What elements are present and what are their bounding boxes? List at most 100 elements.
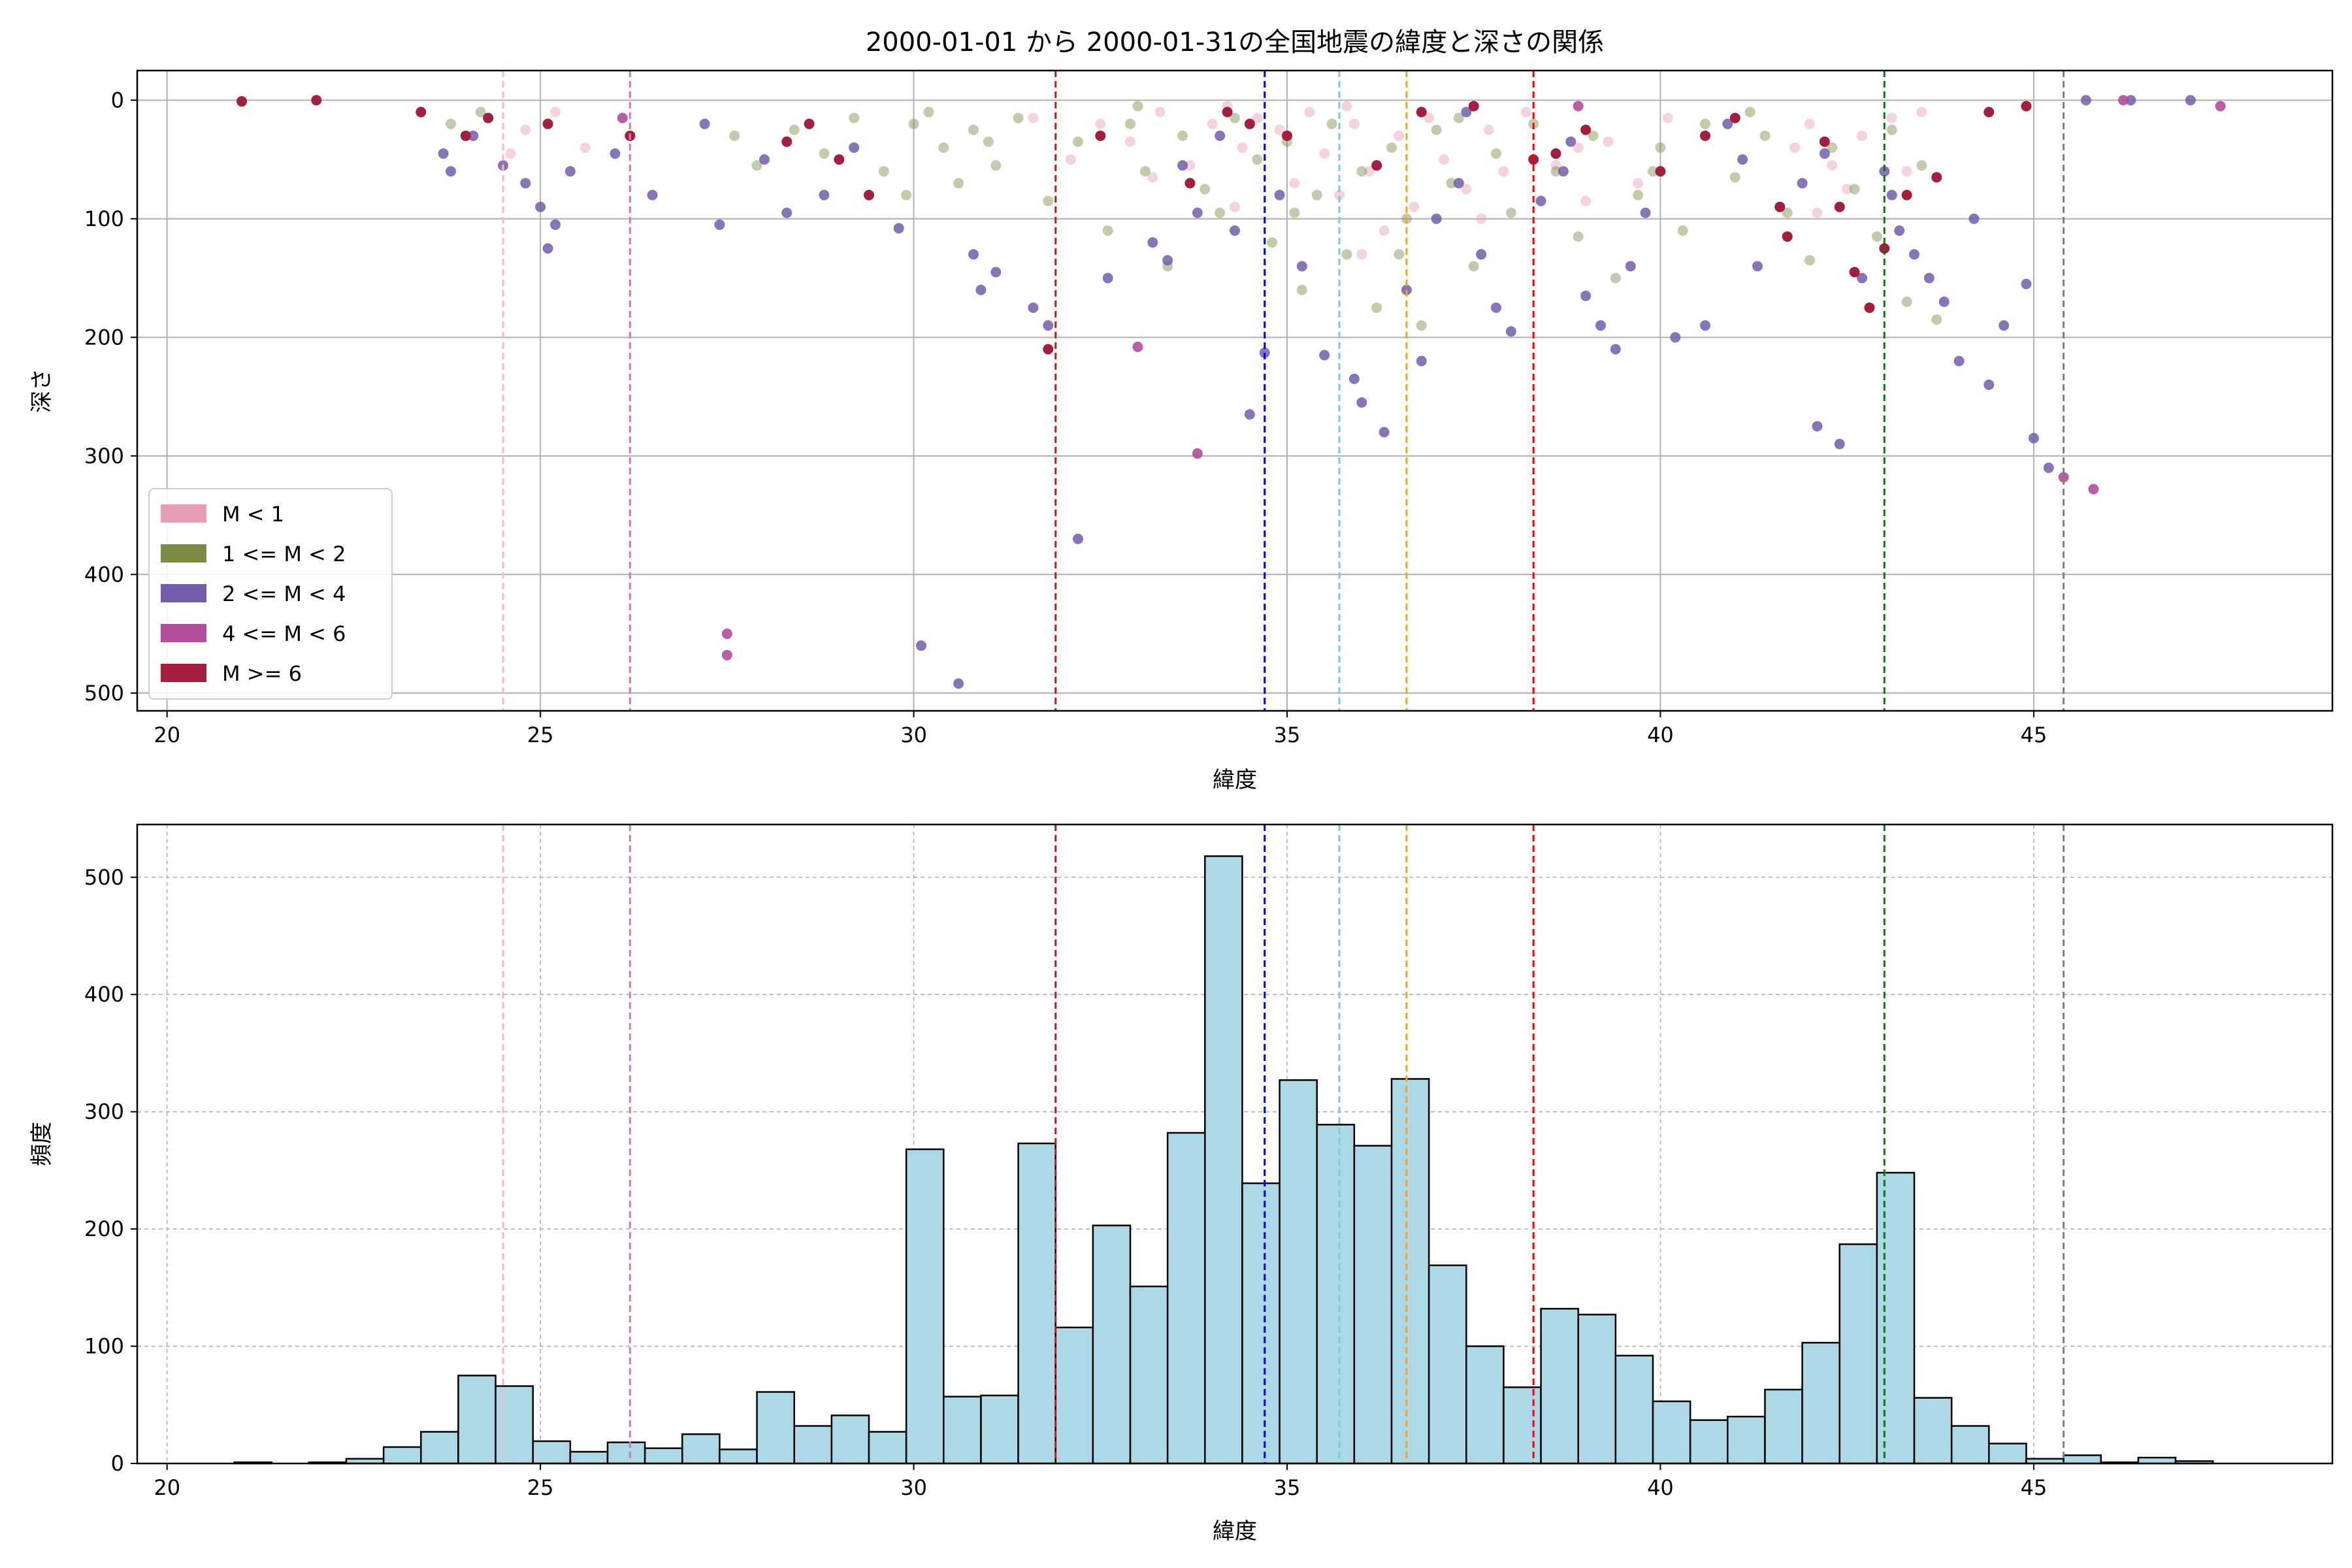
scatter-point-2-4: [520, 178, 531, 189]
scatter-point-0-32: [1603, 136, 1614, 147]
scatter-point-0-45: [1476, 213, 1487, 224]
scatter-point-0-5: [1065, 154, 1076, 165]
scatter-point-1-17: [1102, 225, 1113, 236]
scatter-point-4-36: [1244, 118, 1255, 129]
scatter-point-0-35: [1789, 142, 1801, 153]
scatter-point-0-44: [1356, 249, 1367, 260]
scatter-point-1-40: [1491, 148, 1501, 159]
scatter-point-1-39: [1468, 261, 1479, 272]
scatter-point-1-55: [1827, 142, 1838, 153]
scatter-point-2-30: [1215, 130, 1226, 141]
scatter-point-1-62: [1289, 207, 1300, 218]
scatter-point-2-29: [1192, 207, 1203, 218]
scatter-point-4-30: [1901, 189, 1912, 201]
histogram-bar-21: [1017, 1142, 1056, 1465]
scatter-point-4-19: [1550, 148, 1561, 159]
histogram-bar-39: [1689, 1419, 1729, 1465]
histogram-bar-30: [1353, 1145, 1393, 1465]
scatter-point-1-28: [1296, 284, 1307, 295]
scatter-point-1-19: [1139, 166, 1151, 177]
scatter-point-2-67: [1909, 249, 1919, 260]
histogram-panel: 20 25 30 35 40 45 0 100 200 300 400 500 緯度 頻度: [29, 823, 2334, 1544]
scatter-point-2-21: [975, 284, 987, 295]
scatter-point-0-19: [1348, 118, 1360, 129]
scatter-point-2-54: [1670, 332, 1681, 343]
scatter-point-1-45: [1588, 130, 1599, 141]
scatter-point-2-69: [1938, 296, 1950, 307]
scatter-point-3-0: [721, 629, 732, 640]
scatter-point-2-27: [1147, 237, 1158, 248]
scatter-point-0-20: [1364, 166, 1375, 177]
histogram-bar-4: [382, 1446, 422, 1465]
scatter-point-2-45: [1491, 302, 1501, 313]
scatter-point-4-33: [2021, 101, 2032, 112]
scatter-point-0-48: [1812, 207, 1823, 218]
scatter-point-2-34: [1274, 189, 1285, 201]
scatter-point-0-27: [1483, 124, 1494, 135]
scatter-point-4-5: [542, 118, 553, 129]
histogram-bars: [233, 855, 2214, 1465]
scatter-point-1-9: [923, 106, 934, 118]
histogram-bar-43: [1838, 1243, 1878, 1465]
scatter-point-1-3: [751, 160, 762, 171]
scatter-point-1-12: [968, 124, 979, 135]
histogram-bar-10: [606, 1441, 646, 1465]
scatter-point-2-25: [1073, 533, 1083, 544]
histogram-x-tick-label: 45: [2020, 1475, 2047, 1500]
scatter-x-tick-label: 35: [1274, 723, 1301, 747]
scatter-point-4-31: [1931, 172, 1942, 183]
scatter-point-0-30: [1550, 160, 1561, 171]
scatter-point-3-8: [617, 112, 628, 123]
scatter-point-0-40: [1886, 112, 1897, 123]
scatter-point-4-8: [804, 118, 815, 129]
scatter-point-2-74: [2021, 278, 2032, 289]
scatter-plot-frame: [136, 69, 2334, 712]
histogram-bar-22: [1054, 1326, 1094, 1465]
scatter-point-4-23: [1774, 201, 1786, 212]
scatter-point-1-49: [1677, 225, 1688, 236]
histogram-bar-41: [1764, 1388, 1803, 1465]
scatter-point-2-79: [2185, 95, 2196, 106]
scatter-y-tick-label: 100: [84, 206, 124, 231]
scatter-point-2-42: [1431, 213, 1442, 224]
scatter-point-2-68: [1923, 272, 1935, 284]
scatter-y-axis-label: 深さ: [29, 368, 55, 413]
scatter-point-2-38: [1356, 397, 1367, 408]
scatter-point-1-47: [1633, 189, 1644, 201]
scatter-point-2-8: [564, 166, 576, 177]
scatter-point-1-38: [1446, 178, 1457, 189]
scatter-point-1-53: [1782, 207, 1793, 218]
scatter-point-4-10: [864, 189, 874, 201]
histogram-bar-23: [1092, 1224, 1132, 1465]
scatter-point-2-41: [1416, 355, 1427, 367]
scatter-point-1-64: [1453, 112, 1464, 123]
scatter-point-2-81: [1565, 136, 1576, 147]
scatter-point-0-33: [1633, 178, 1644, 189]
scatter-point-1-6: [849, 112, 860, 123]
scatter-point-2-82: [1722, 118, 1733, 129]
histogram-bar-14: [756, 1391, 795, 1465]
histogram-bar-7: [495, 1385, 534, 1465]
scatter-point-1-68: [901, 189, 912, 201]
scatter-point-0-25: [1439, 154, 1449, 165]
histogram-axis-ticks: 20 25 30 35 40 45 0 100 200 300 400 500: [84, 865, 2047, 1500]
scatter-point-1-51: [1729, 172, 1740, 183]
scatter-point-0-29: [1520, 106, 1531, 118]
histogram-bar-19: [943, 1396, 982, 1465]
scatter-point-1-24: [1230, 112, 1240, 123]
scatter-point-2-48: [1558, 166, 1569, 177]
scatter-point-1-56: [1849, 184, 1860, 195]
scatter-point-2-22: [990, 267, 1002, 278]
scatter-point-0-36: [1805, 118, 1815, 129]
scatter-point-2-39: [1379, 427, 1390, 438]
scatter-point-2-23: [1028, 302, 1039, 313]
histogram-bar-11: [644, 1447, 683, 1465]
scatter-point-0-7: [1125, 136, 1135, 147]
scatter-point-0-1: [520, 124, 531, 135]
scatter-point-4-13: [1184, 178, 1196, 189]
scatter-point-0-6: [1095, 118, 1106, 129]
histogram-bar-51: [2137, 1456, 2177, 1465]
scatter-point-2-33: [1259, 347, 1270, 358]
scatter-point-0-9: [1184, 160, 1196, 171]
scatter-point-2-28: [1162, 255, 1173, 266]
